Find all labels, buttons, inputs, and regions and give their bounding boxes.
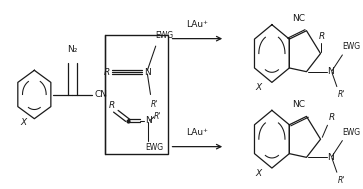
Bar [105, 35, 168, 154]
Text: LAu⁺: LAu⁺ [187, 20, 208, 29]
Text: N₂: N₂ [67, 45, 78, 53]
Text: CN: CN [94, 90, 107, 99]
Text: NC: NC [292, 14, 305, 23]
Text: N: N [327, 153, 334, 162]
Text: X: X [256, 83, 262, 92]
Text: N: N [144, 68, 151, 77]
Text: R: R [109, 101, 115, 110]
Text: EWG: EWG [145, 143, 163, 152]
Text: R: R [319, 33, 325, 41]
Text: LAu⁺: LAu⁺ [187, 128, 208, 137]
Text: R': R' [338, 176, 345, 185]
Text: X: X [21, 118, 27, 127]
Text: R': R' [338, 90, 345, 99]
Text: R': R' [154, 112, 162, 121]
Text: R: R [329, 113, 335, 122]
Text: NC: NC [292, 100, 305, 109]
Text: R: R [103, 68, 110, 77]
Text: N: N [327, 67, 334, 76]
Text: R': R' [151, 100, 158, 109]
Text: EWG: EWG [156, 32, 174, 40]
Text: EWG: EWG [342, 128, 360, 137]
Text: EWG: EWG [342, 42, 360, 51]
Text: X: X [256, 169, 262, 178]
Text: N: N [145, 116, 152, 125]
